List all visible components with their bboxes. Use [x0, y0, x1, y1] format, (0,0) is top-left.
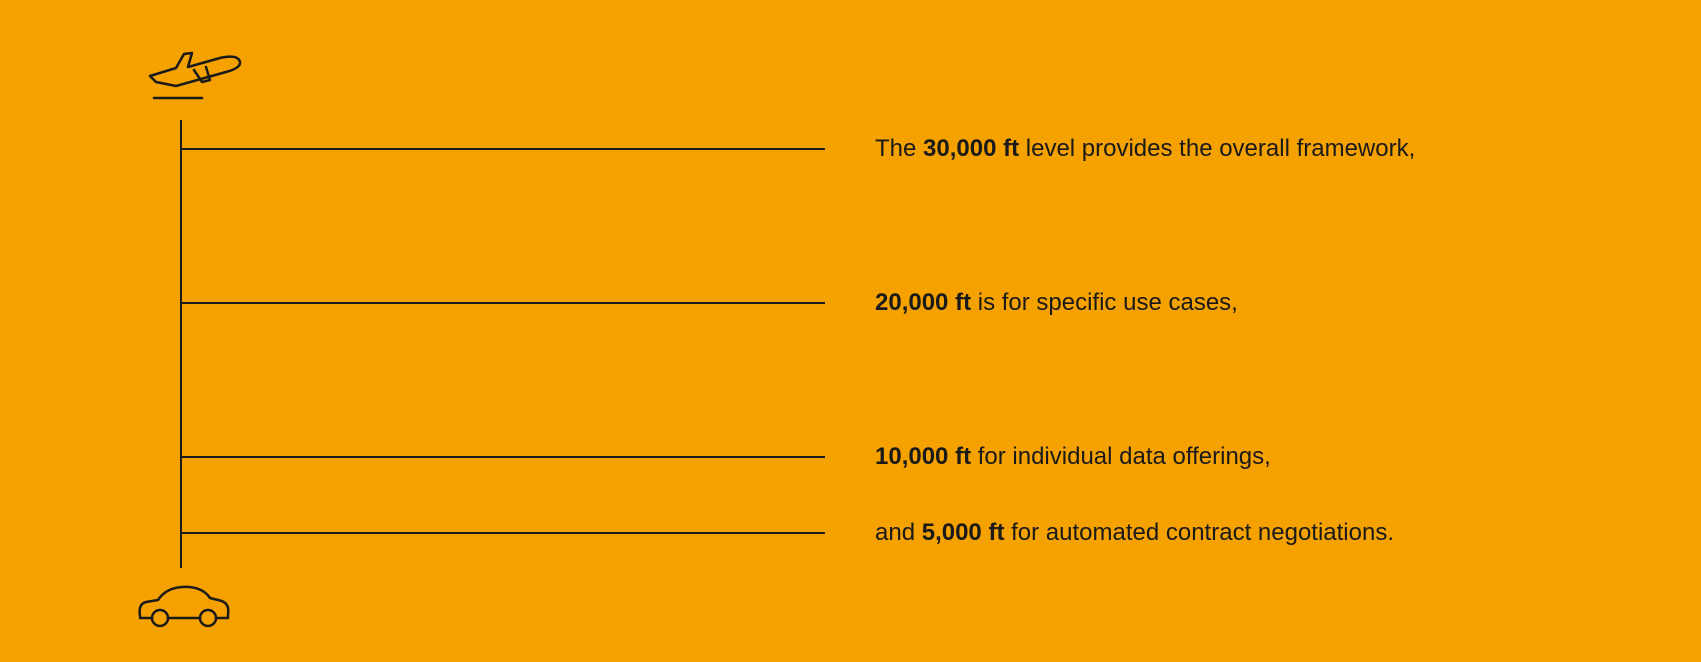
text-segment: 30,000 ft: [923, 135, 1019, 162]
level-text-30000: The 30,000 ft level provides the overall…: [875, 135, 1415, 163]
text-segment: and: [875, 519, 922, 546]
text-segment: 5,000 ft: [922, 519, 1005, 546]
level-text-20000: 20,000 ft is for specific use cases,: [875, 289, 1238, 317]
level-line-10000: [180, 456, 825, 458]
airplane-icon: [138, 48, 246, 113]
text-segment: for automated contract negotiations.: [1004, 519, 1394, 546]
diagram-canvas: The 30,000 ft level provides the overall…: [0, 0, 1701, 662]
text-segment: for individual data offerings,: [971, 443, 1271, 470]
text-segment: level provides the overall framework,: [1019, 135, 1415, 162]
level-line-5000: [180, 532, 825, 534]
level-line-20000: [180, 302, 825, 304]
timeline-vertical-line: [180, 120, 182, 568]
text-segment: The: [875, 135, 923, 162]
level-text-10000: 10,000 ft for individual data offerings,: [875, 443, 1271, 471]
text-segment: is for specific use cases,: [971, 289, 1238, 316]
text-segment: 10,000 ft: [875, 443, 971, 470]
car-icon: [132, 580, 234, 637]
level-line-30000: [180, 148, 825, 150]
text-segment: 20,000 ft: [875, 289, 971, 316]
level-text-5000: and 5,000 ft for automated contract nego…: [875, 519, 1394, 547]
